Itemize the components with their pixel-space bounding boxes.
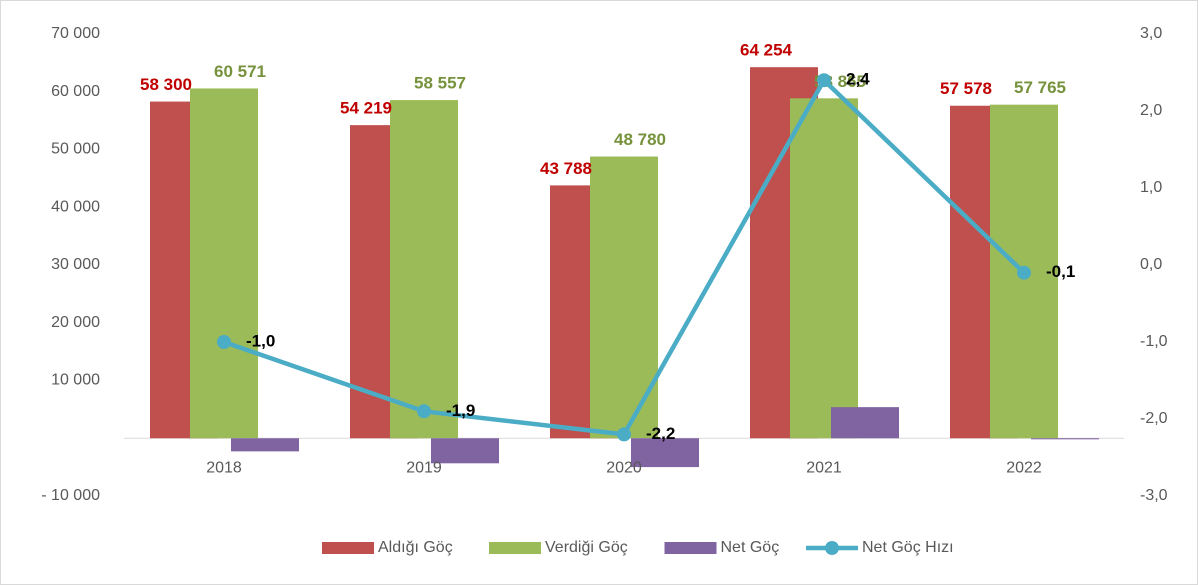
x-tick-label: 2022: [1006, 459, 1042, 476]
data-label: 57 765: [1014, 78, 1066, 97]
data-label: -1,0: [246, 331, 275, 350]
line-point: [1017, 265, 1031, 280]
data-label: -2,2: [646, 424, 675, 443]
data-label: 58 557: [414, 74, 466, 93]
y-tick-label: 20 000: [51, 314, 100, 331]
y-tick-label: 70 000: [51, 25, 100, 42]
bar: [831, 407, 899, 439]
legend-label: Net Göç: [721, 539, 780, 556]
bar: [1031, 438, 1099, 440]
legend-swatch: [664, 542, 717, 554]
y-tick-label: 60 000: [51, 83, 100, 100]
y2-tick-label: -1,0: [1140, 333, 1168, 350]
y2-tick-label: 1,0: [1140, 179, 1162, 196]
line-point: [217, 335, 231, 349]
line-point: [817, 73, 831, 88]
y-tick-label: - 10 000: [41, 487, 100, 504]
x-tick-label: 2019: [406, 459, 442, 476]
y2-tick-label: 0,0: [1140, 256, 1162, 273]
legend-swatch: [489, 542, 541, 554]
data-label: 2,4: [846, 70, 870, 89]
legend-swatch: [825, 541, 839, 555]
bar: [431, 438, 499, 464]
y2-tick-label: -3,0: [1140, 487, 1168, 504]
y-tick-label: 50 000: [51, 141, 100, 158]
x-tick-label: 2021: [806, 459, 842, 476]
data-label: -0,1: [1046, 262, 1075, 281]
y2-tick-label: -2,0: [1140, 410, 1168, 427]
x-tick-label: 2018: [206, 459, 242, 476]
legend-swatch: [322, 542, 374, 554]
data-label: 57 578: [940, 79, 992, 98]
data-label: -1,9: [446, 401, 475, 420]
y2-tick-label: 3,0: [1140, 25, 1162, 42]
bar: [790, 98, 858, 439]
bar: [190, 88, 258, 439]
line-point: [417, 404, 431, 419]
legend-label: Verdiği Göç: [545, 539, 628, 556]
data-label: 60 571: [214, 62, 266, 81]
data-label: 58 300: [140, 75, 192, 94]
legend-label: Aldığı Göç: [378, 539, 453, 556]
legend-label: Net Göç Hızı: [862, 539, 954, 556]
bar: [390, 100, 458, 439]
data-label: 64 254: [740, 41, 793, 60]
data-label: 43 788: [540, 159, 592, 178]
y-tick-label: 10 000: [51, 372, 100, 389]
y2-tick-label: 2,0: [1140, 102, 1162, 119]
y-tick-label: 30 000: [51, 256, 100, 273]
x-tick-label: 2020: [606, 459, 642, 476]
bar: [631, 438, 699, 468]
y-tick-label: 40 000: [51, 198, 100, 215]
data-label: 54 219: [340, 99, 392, 118]
data-label: 48 780: [614, 130, 666, 149]
line-point: [617, 427, 631, 442]
bar: [231, 438, 299, 452]
